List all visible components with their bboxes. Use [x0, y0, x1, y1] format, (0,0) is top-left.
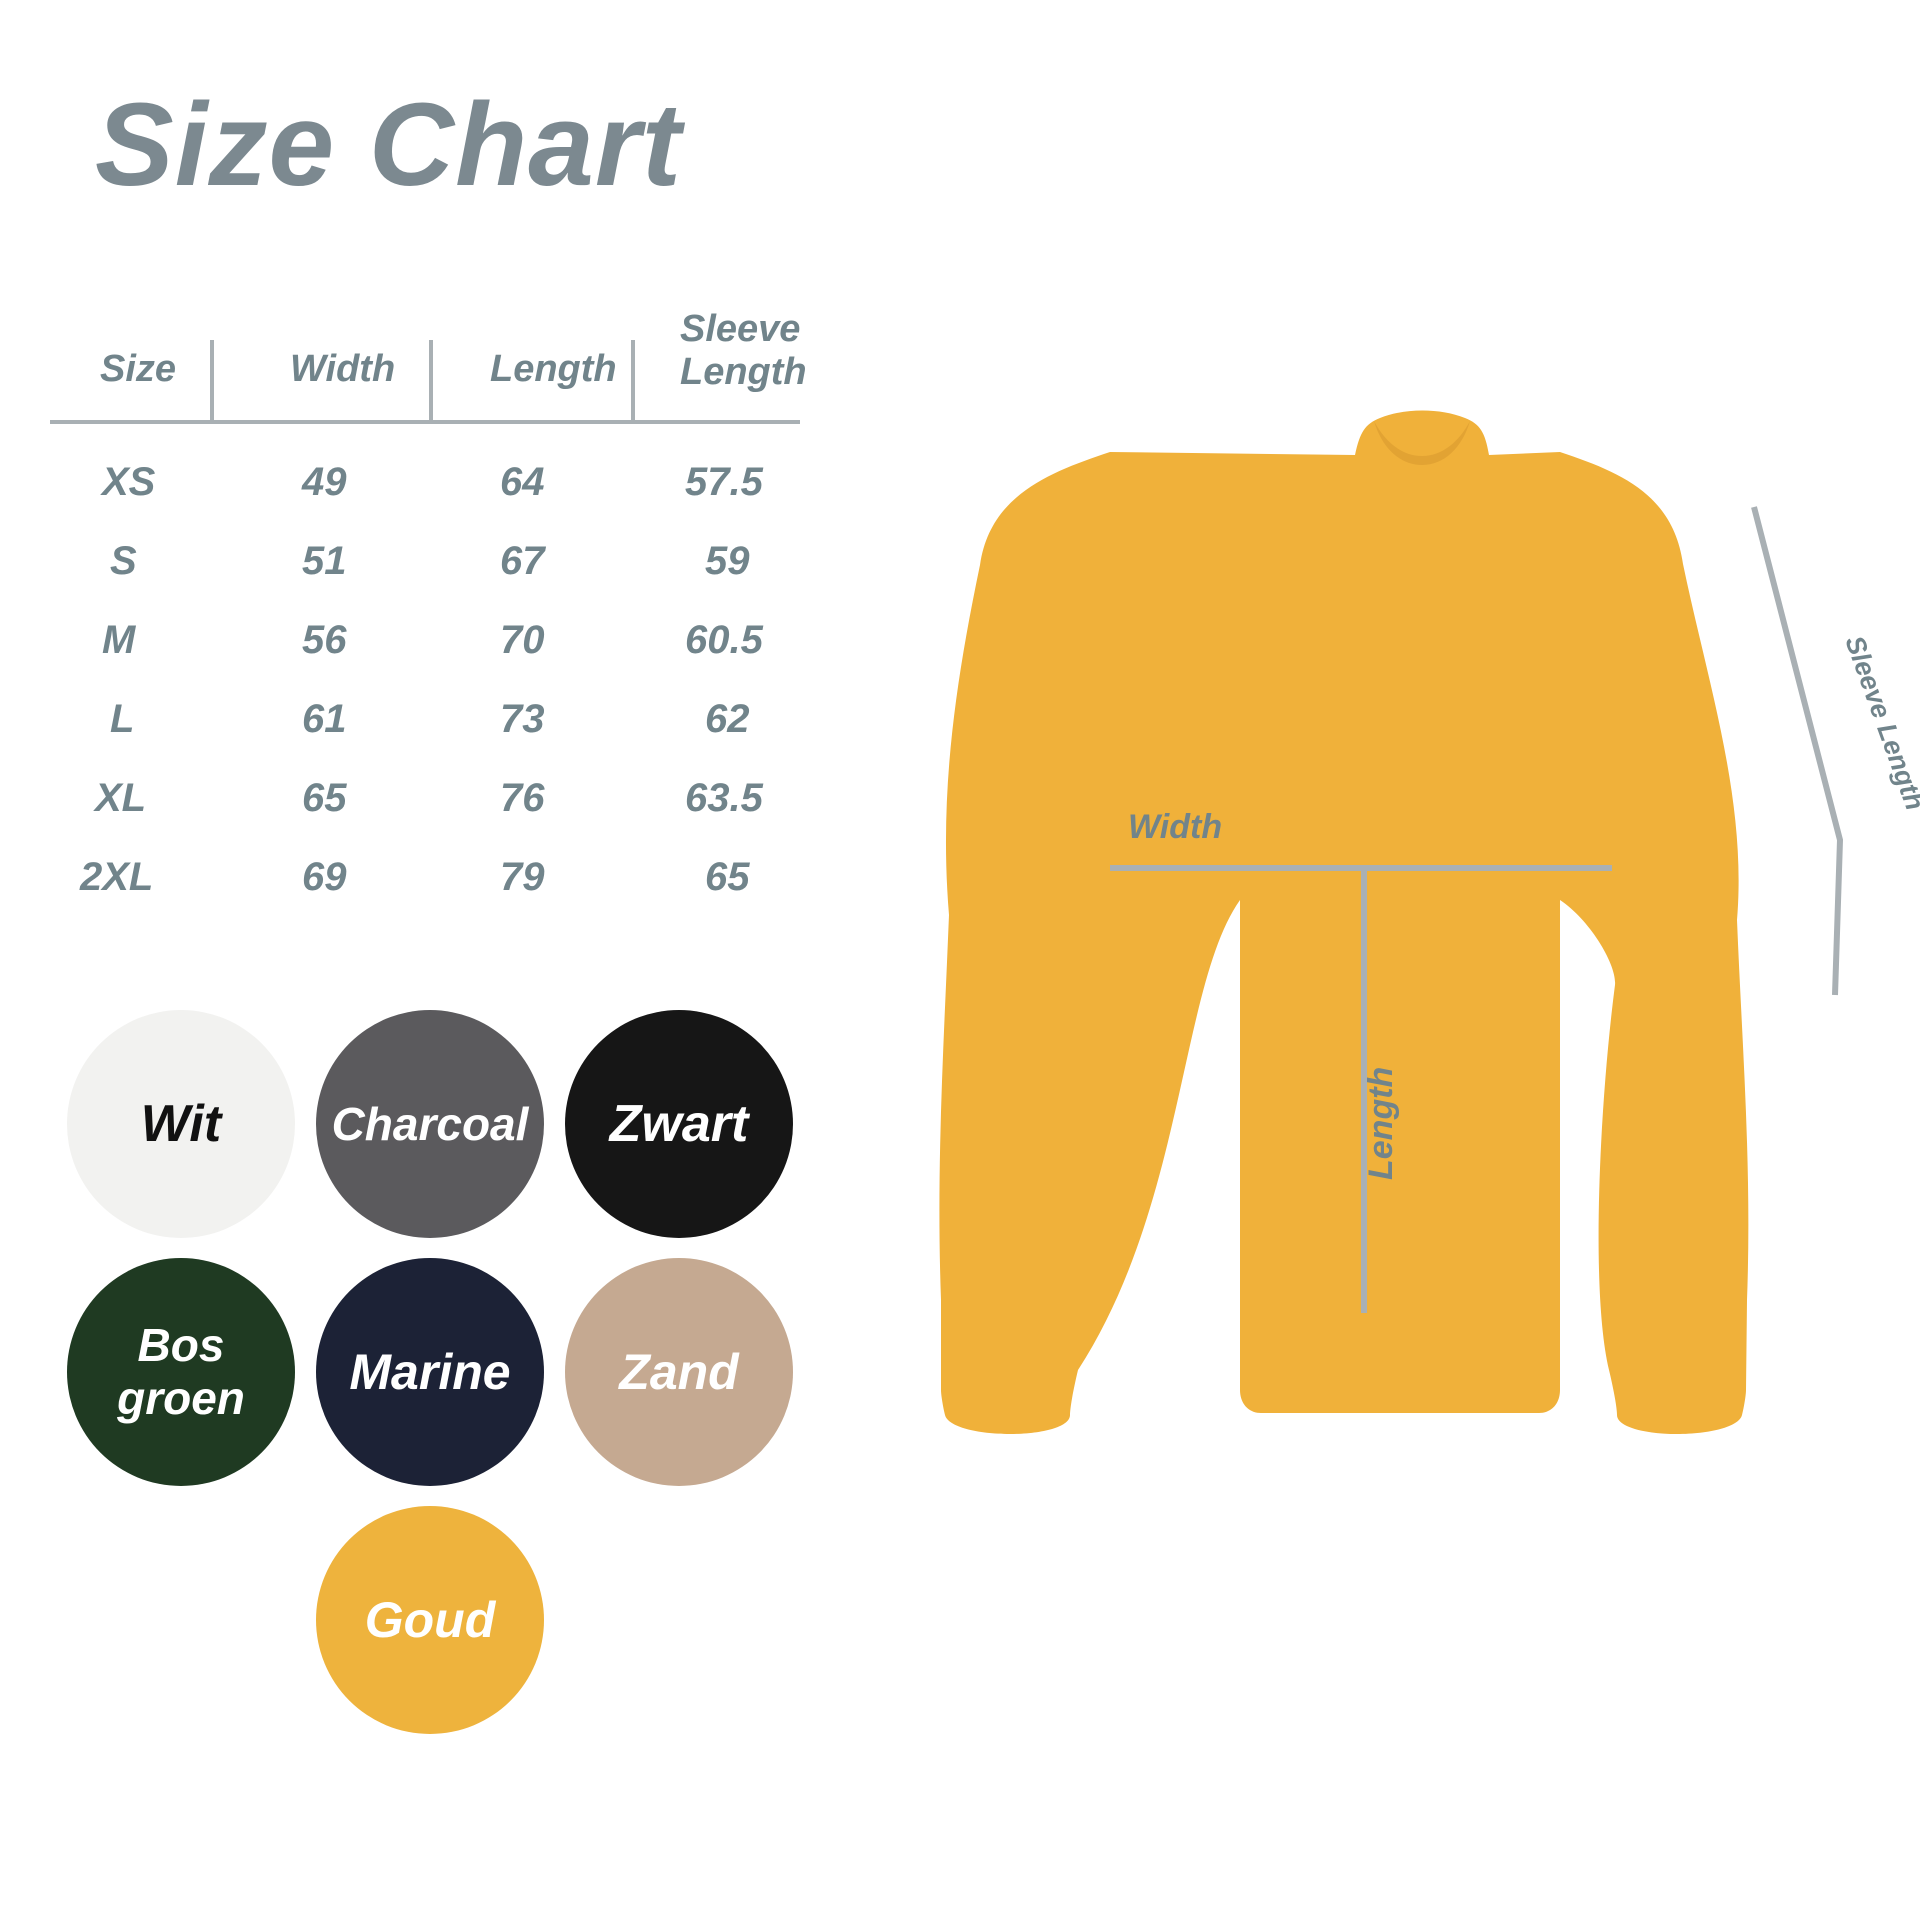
svg-text:Width: Width [1128, 808, 1222, 846]
svg-text:Length: Length [1362, 1067, 1400, 1180]
svg-text:Sleeve Length: Sleeve Length [1839, 632, 1920, 814]
